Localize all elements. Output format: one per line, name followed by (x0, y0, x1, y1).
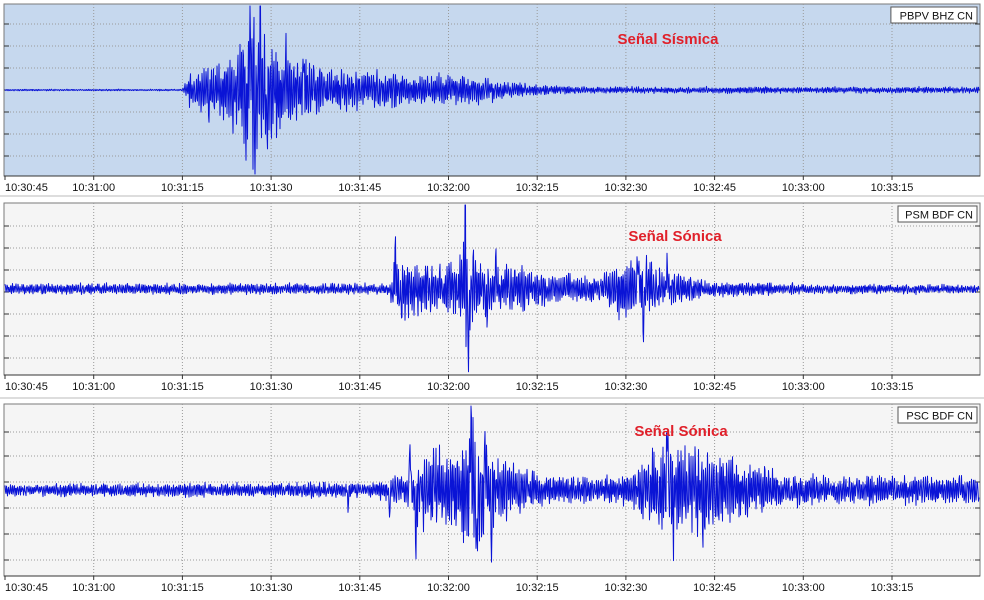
time-tick-label: 10:32:15 (516, 182, 559, 194)
time-tick-label: 10:33:15 (871, 182, 914, 194)
signal-annotation: Señal Sónica (634, 423, 728, 440)
time-tick-label: 10:33:00 (782, 381, 825, 393)
time-tick-label: 10:31:15 (161, 582, 204, 594)
time-tick-label: 10:31:00 (72, 381, 115, 393)
time-tick-label: 10:32:45 (693, 381, 736, 393)
time-tick-label: 10:31:45 (338, 582, 381, 594)
waveform-trace (4, 204, 980, 373)
time-tick-label: 10:31:30 (250, 381, 293, 393)
time-tick-label: 10:32:00 (427, 182, 470, 194)
time-tick-label: 10:31:00 (72, 582, 115, 594)
time-tick-label: 10:32:30 (604, 381, 647, 393)
signal-annotation: Señal Sónica (628, 228, 722, 245)
time-tick-label: 10:31:15 (161, 182, 204, 194)
grid-lines (4, 203, 980, 375)
time-tick-label: 10:31:15 (161, 381, 204, 393)
time-tick-label: 10:33:00 (782, 182, 825, 194)
time-tick-label: 10:32:45 (693, 182, 736, 194)
signal-annotation: Señal Sísmica (618, 31, 720, 48)
time-tick-label: 10:30:45 (5, 182, 48, 194)
grid-lines (4, 404, 980, 576)
time-tick-label: 10:31:45 (338, 381, 381, 393)
time-tick-label: 10:31:00 (72, 182, 115, 194)
panel-1: PBPV BHZ CN Señal Sísmica 10:30:45 10:31:00… (3, 3, 981, 194)
station-label: PSC BDF CN (906, 411, 973, 423)
station-label-box (890, 6, 978, 24)
time-tick-label: 10:32:30 (604, 582, 647, 594)
station-label: PBPV BHZ CN (900, 11, 973, 23)
time-tick-label: 10:31:30 (250, 582, 293, 594)
time-tick-label: 10:30:45 (5, 381, 48, 393)
time-axis: 10:30:45 10:31:00 10:31:15 10:31:30 10:31:45… (4, 575, 980, 594)
station-label-box (897, 205, 978, 223)
waveform-trace (4, 5, 980, 175)
time-tick-label: 10:32:00 (427, 582, 470, 594)
time-tick-label: 10:33:15 (871, 381, 914, 393)
station-label-box (897, 406, 978, 424)
time-axis: 10:30:45 10:31:00 10:31:15 10:31:30 10:31:45… (4, 175, 980, 194)
time-tick-label: 10:32:30 (604, 182, 647, 194)
time-tick-label: 10:32:00 (427, 381, 470, 393)
station-label: PSM BDF CN (905, 210, 973, 222)
time-tick-label: 10:33:00 (782, 582, 825, 594)
waveform-trace (4, 405, 980, 563)
time-tick-label: 10:30:45 (5, 582, 48, 594)
time-tick-label: 10:32:15 (516, 582, 559, 594)
time-axis: 10:30:45 10:31:00 10:31:15 10:31:30 10:31:45… (4, 374, 980, 393)
time-tick-label: 10:31:45 (338, 182, 381, 194)
time-tick-label: 10:32:15 (516, 381, 559, 393)
time-tick-label: 10:33:15 (871, 582, 914, 594)
time-tick-label: 10:31:30 (250, 182, 293, 194)
time-tick-label: 10:32:45 (693, 582, 736, 594)
